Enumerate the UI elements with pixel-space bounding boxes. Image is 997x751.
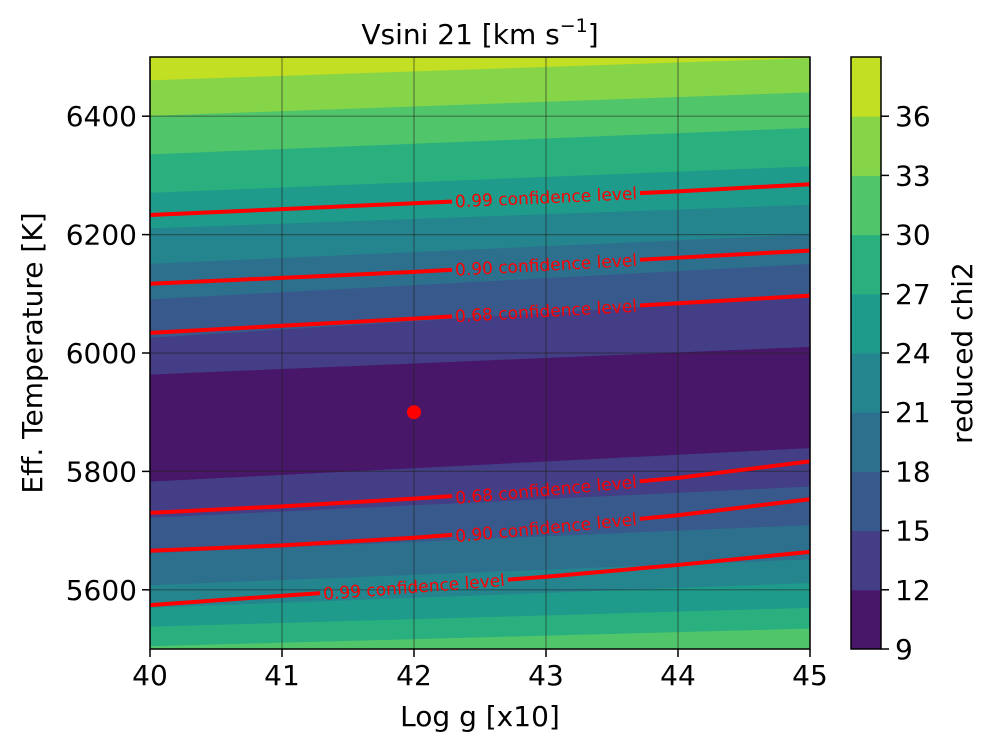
colorbar-tick-label: 27 [895,278,931,311]
colorbar-tick-label: 36 [895,100,931,133]
chart-title: Vsini 21 [km s−1] [361,15,598,51]
colorbar-segment [851,530,881,591]
colorbar-segment [851,412,881,472]
colorbar-label: reduced chi2 [946,262,979,444]
confidence-line [150,497,810,553]
colorbar-segment [851,234,881,295]
colorbar-segment [851,57,881,117]
confidence-line [150,459,810,515]
confidence-line [150,549,810,608]
x-tick-label: 42 [396,659,432,692]
confidence-line [150,248,810,286]
colorbar: 9 12 15 18 21 24 27 30 33 36 [850,56,931,666]
colorbar-tick-label: 21 [895,396,931,429]
y-tick-label: 6200 [66,219,137,252]
contour-band [150,346,810,482]
colorbar-tick-label: 18 [895,455,931,488]
colorbar-segment [851,175,881,236]
contour-bands [150,57,810,649]
y-tick-label: 5800 [66,455,137,488]
y-tick-label: 6400 [66,100,137,133]
colorbar-tick-label: 24 [895,337,931,370]
colorbar-segment [851,116,881,176]
y-axis: 5600 5800 6000 6200 6400 [66,100,150,607]
x-tick-label: 44 [660,659,696,692]
colorbar-tick-label: 33 [895,159,931,192]
y-tick-label: 6000 [66,337,137,370]
x-tick-label: 43 [528,659,564,692]
x-axis: 40 41 42 43 44 45 [132,649,828,692]
confidence-line [150,293,810,335]
x-tick-label: 40 [132,659,168,692]
confidence-line [150,182,810,218]
colorbar-tick-label: 15 [895,515,931,548]
colorbar-segment [851,471,881,532]
colorbar-segment [851,293,881,354]
x-tick-label: 41 [264,659,300,692]
y-axis-label: Eff. Temperature [K] [16,212,49,493]
colorbar-tick-label: 30 [895,219,931,252]
colorbar-tick-label: 12 [895,574,931,607]
x-axis-label: Log g [x10] [400,700,560,733]
x-tick-label: 45 [792,659,828,692]
colorbar-tick-label: 9 [895,633,913,666]
colorbar-segment [851,589,881,650]
best-fit-marker [407,405,421,420]
y-tick-label: 5600 [66,574,137,607]
colorbar-segment [851,353,881,413]
